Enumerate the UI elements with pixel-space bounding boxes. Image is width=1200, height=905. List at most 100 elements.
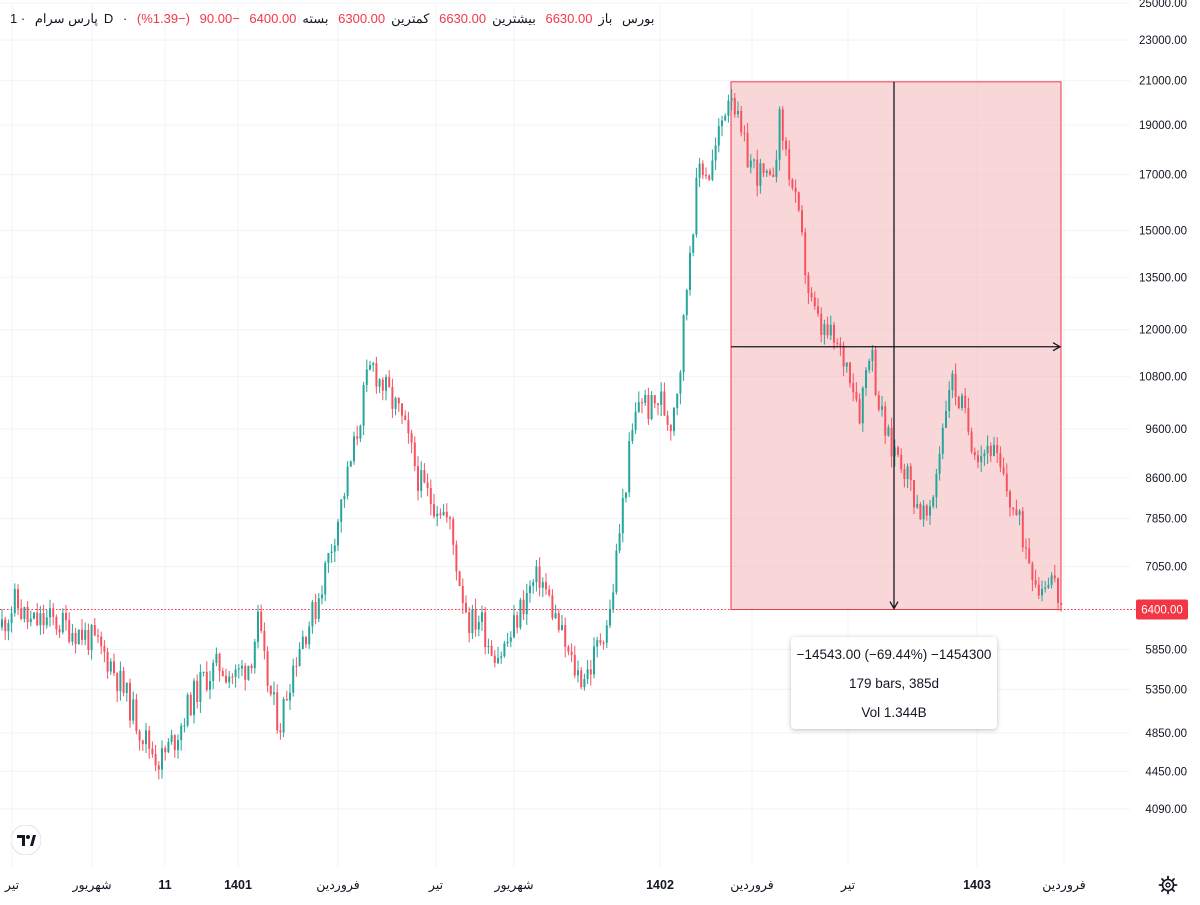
candle-body bbox=[113, 661, 115, 674]
candle-body bbox=[465, 602, 467, 613]
candle-body bbox=[23, 607, 26, 619]
y-tick-label: 4090.00 bbox=[1145, 804, 1187, 816]
candle-body bbox=[529, 585, 531, 594]
gear-icon[interactable] bbox=[1158, 875, 1178, 895]
candle-body bbox=[132, 699, 135, 721]
x-tick-label: 1403 bbox=[963, 878, 991, 892]
candle-body bbox=[481, 612, 483, 622]
candle-body bbox=[618, 533, 621, 551]
candle-body bbox=[189, 694, 192, 716]
symbol-name[interactable]: پارس سرام bbox=[34, 11, 98, 26]
candle-body bbox=[887, 427, 890, 436]
x-tick-label: 1401 bbox=[224, 878, 252, 892]
candle-body bbox=[1053, 575, 1056, 579]
close-value: 6400.00 bbox=[249, 11, 297, 26]
candle-body bbox=[938, 453, 941, 474]
candle-body bbox=[343, 495, 346, 500]
change-value: −90.00 bbox=[199, 11, 240, 26]
candle-body bbox=[401, 403, 403, 416]
interval-label[interactable]: 1D bbox=[10, 11, 114, 26]
candle-body bbox=[1005, 473, 1008, 492]
candle-body bbox=[173, 735, 176, 751]
candle-body bbox=[353, 436, 355, 462]
candle-body bbox=[1012, 507, 1015, 510]
candle-body bbox=[1015, 509, 1018, 515]
candle-body bbox=[1044, 587, 1047, 589]
candle-body bbox=[650, 395, 653, 420]
candle-body bbox=[237, 668, 240, 670]
candle-body bbox=[260, 611, 263, 631]
low-label: کمترین bbox=[391, 11, 430, 26]
candle-body bbox=[183, 725, 186, 727]
candle-body bbox=[698, 163, 701, 178]
candle-body bbox=[634, 411, 637, 431]
candle-body bbox=[653, 395, 656, 404]
candle-body bbox=[285, 699, 288, 701]
candle-body bbox=[369, 365, 371, 370]
candle-body bbox=[490, 645, 493, 656]
candle-body bbox=[228, 676, 231, 683]
candle-body bbox=[167, 741, 170, 753]
candle-body bbox=[871, 349, 874, 361]
candle-body bbox=[225, 675, 227, 683]
candle-body bbox=[468, 612, 471, 634]
candle-body bbox=[1002, 467, 1005, 474]
y-tick-label: 13500.00 bbox=[1139, 272, 1187, 284]
candle-body bbox=[829, 324, 832, 336]
candle-body bbox=[119, 670, 122, 692]
candle-body bbox=[455, 544, 458, 572]
candle-body bbox=[695, 177, 698, 235]
candle-body bbox=[362, 385, 365, 426]
candle-body bbox=[269, 685, 272, 695]
candle-body bbox=[244, 665, 247, 680]
candle-body bbox=[567, 646, 570, 652]
candle-body bbox=[321, 594, 323, 599]
candle-body bbox=[999, 453, 1002, 468]
candle-body bbox=[721, 120, 723, 127]
candle-body bbox=[522, 599, 525, 615]
measure-tooltip: −14543.00 (−69.44%) −1454300 179 bars, 3… bbox=[791, 637, 997, 729]
candle-body bbox=[535, 566, 538, 583]
candle-body bbox=[292, 665, 295, 693]
candle-body bbox=[58, 629, 61, 633]
candle-body bbox=[180, 725, 183, 741]
candle-body bbox=[372, 363, 375, 366]
candle-body bbox=[311, 602, 314, 627]
candle-body bbox=[945, 411, 947, 428]
candle-body bbox=[743, 132, 746, 134]
candle-body bbox=[769, 170, 771, 175]
candle-body bbox=[177, 740, 179, 751]
candle-body bbox=[417, 466, 419, 491]
candle-body bbox=[250, 665, 253, 669]
candle-body bbox=[65, 612, 67, 621]
candle-body bbox=[212, 662, 215, 681]
candle-body bbox=[711, 160, 714, 180]
candle-body bbox=[993, 444, 995, 456]
candle-body bbox=[381, 379, 384, 391]
candle-body bbox=[970, 431, 973, 452]
candle-body bbox=[836, 342, 839, 344]
symbol-legend: پارس سرام · 1D · بورس باز 6630.00 بیشترین… bbox=[10, 11, 660, 27]
candle-body bbox=[897, 447, 899, 455]
candle-body bbox=[436, 513, 439, 517]
candle-body bbox=[788, 149, 791, 180]
candle-body bbox=[241, 665, 243, 669]
candle-body bbox=[404, 415, 407, 421]
candle-body bbox=[388, 376, 391, 388]
candle-body bbox=[39, 613, 42, 626]
candle-body bbox=[199, 672, 202, 703]
candle-body bbox=[519, 599, 522, 628]
candle-body bbox=[929, 506, 931, 516]
tradingview-logo-icon[interactable] bbox=[10, 824, 42, 856]
candle-body bbox=[676, 393, 679, 408]
candle-body bbox=[439, 513, 442, 516]
candle-body bbox=[781, 109, 784, 141]
candle-body bbox=[138, 731, 141, 741]
x-tick-label: فروردین bbox=[730, 878, 774, 893]
candle-body bbox=[554, 613, 557, 618]
candle-body bbox=[573, 655, 576, 676]
candle-body bbox=[477, 621, 480, 630]
candle-body bbox=[196, 680, 199, 703]
